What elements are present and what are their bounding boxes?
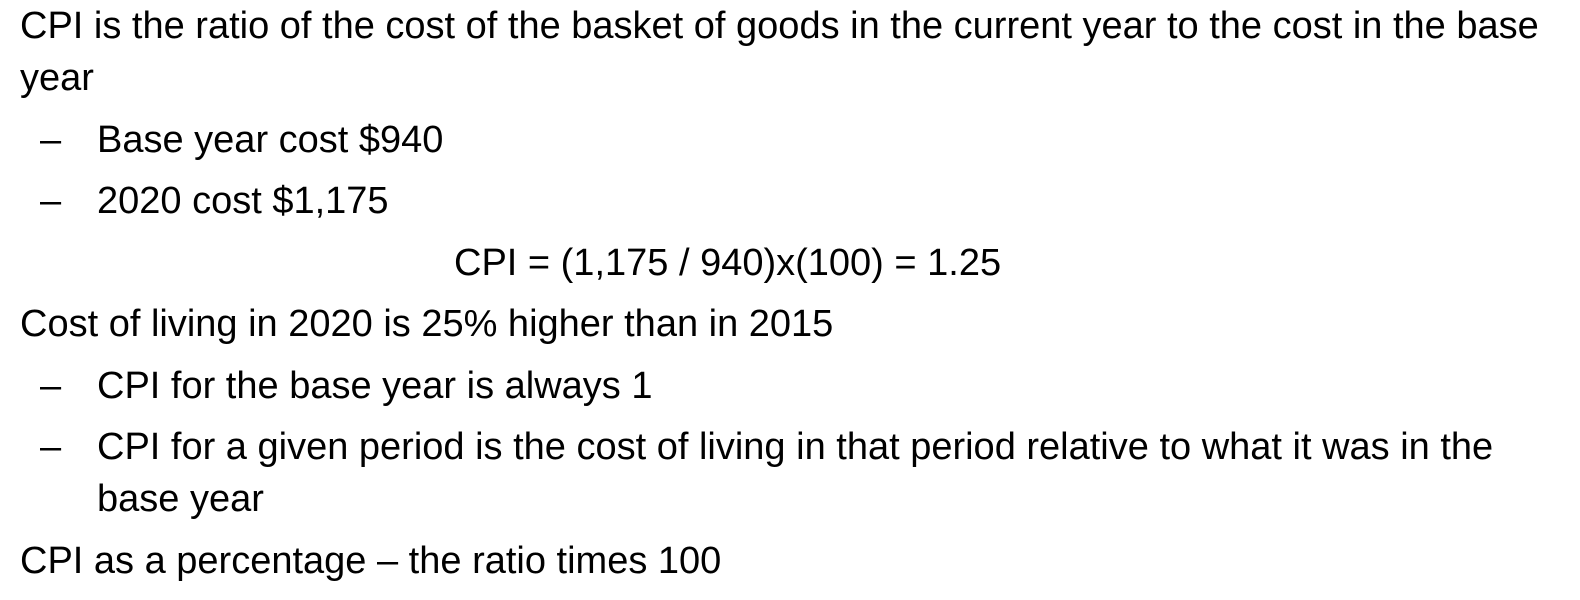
dash-marker: – — [40, 365, 62, 407]
cpi-formula: CPI = (1,175 / 940)x(100) = 1.25 — [454, 242, 1002, 284]
dash-marker: – — [40, 180, 62, 222]
sub-bullet-base-year-cpi: – CPI for the base year is always 1 — [40, 360, 1520, 412]
sub-bullet-base-year-cost: – Base year cost $940 — [40, 114, 1520, 166]
dash-marker: – — [40, 426, 62, 468]
dash-marker: – — [40, 119, 62, 161]
sub-bullet-2020-cost: – 2020 cost $1,175 — [40, 175, 1520, 227]
bullet-cpi-percentage: CPI as a percentage – the ratio times 10… — [20, 540, 722, 582]
sub-bullet-text: CPI for the base year is always 1 — [97, 365, 653, 407]
bullet-cpi-definition: CPI is the ratio of the cost of the bask… — [20, 5, 1539, 99]
bullet-cost-of-living: Cost of living in 2020 is 25% higher tha… — [20, 303, 834, 345]
sub-bullet-given-period: – CPI for a given period is the cost of … — [40, 421, 1520, 525]
sub-bullet-text: Base year cost $940 — [97, 119, 444, 161]
sub-bullet-text: CPI for a given period is the cost of li… — [97, 426, 1494, 520]
sub-bullet-text: 2020 cost $1,175 — [97, 180, 389, 222]
